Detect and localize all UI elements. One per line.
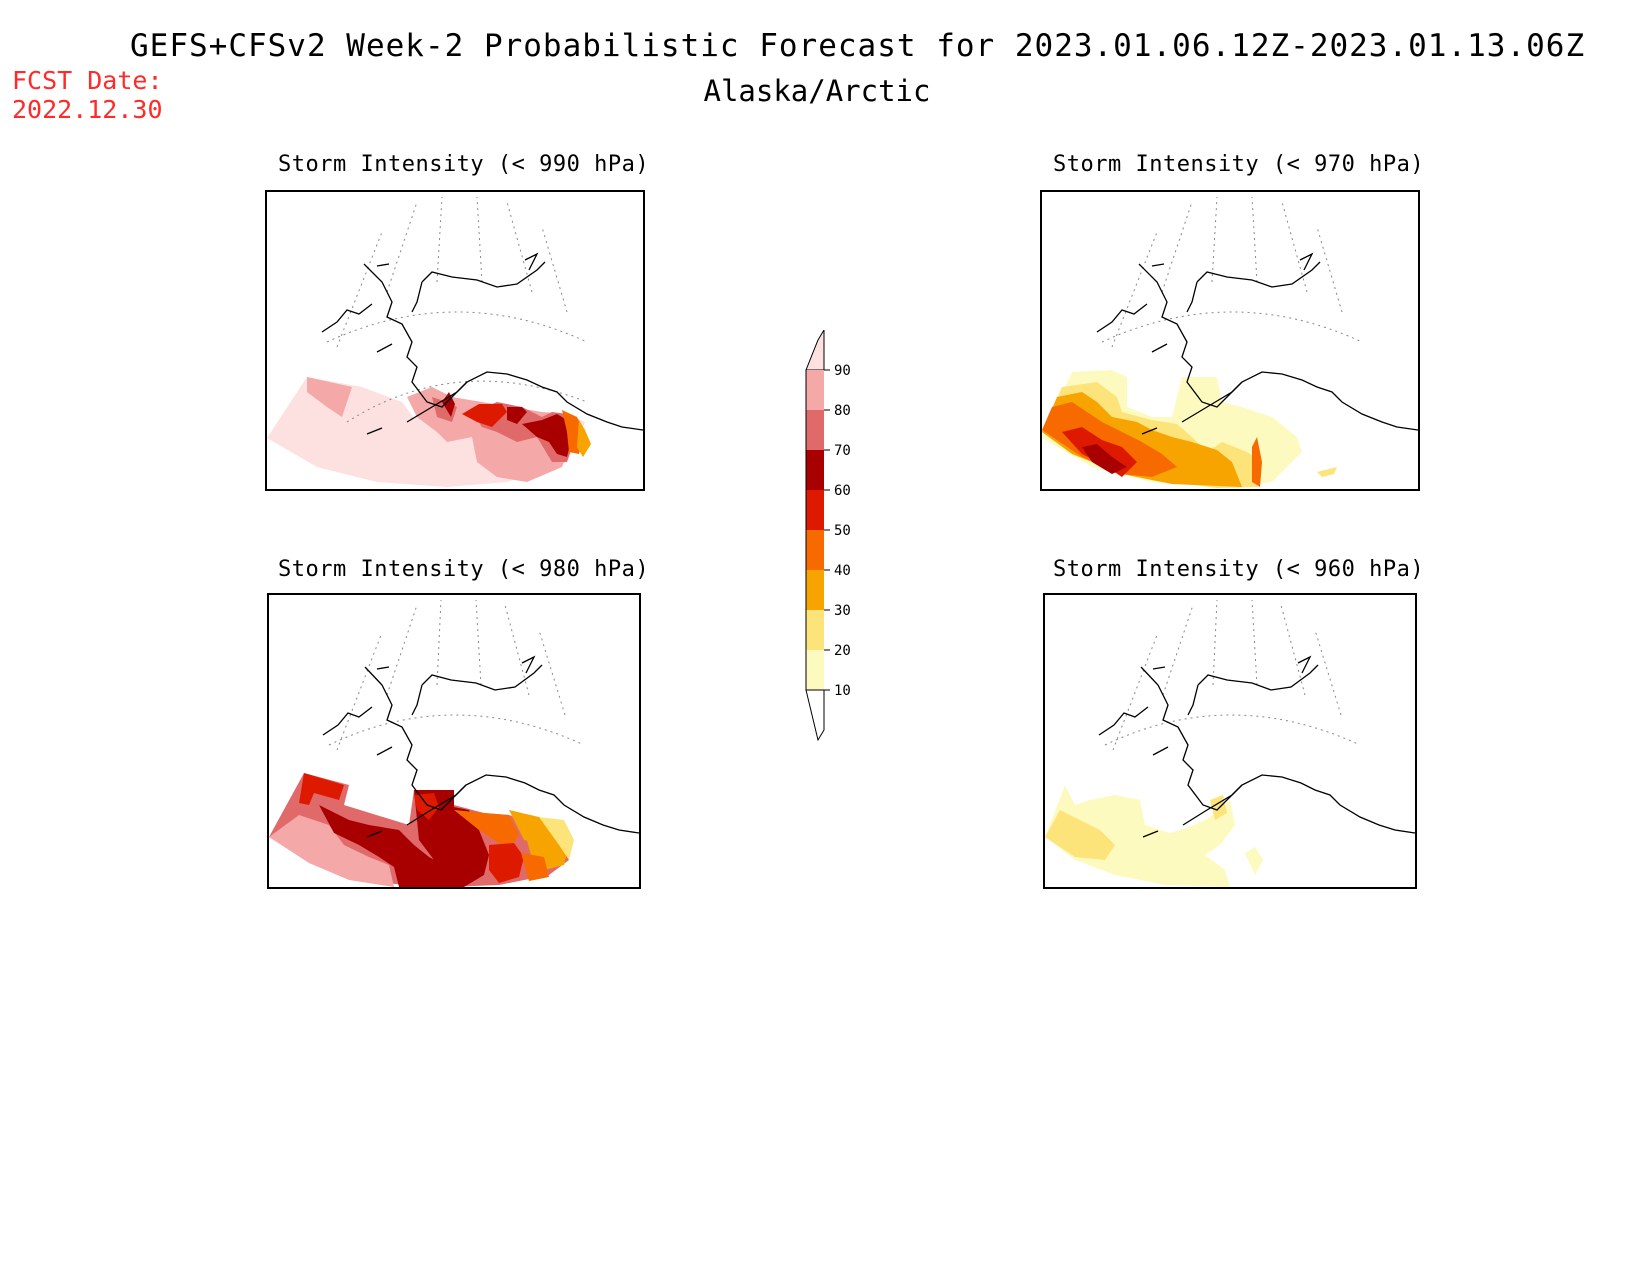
forecast-date-block: FCST Date: 2022.12.30 — [12, 66, 163, 124]
graticule-lines-970 — [1101, 196, 1363, 348]
probability-colorbar: 90 80 70 60 50 40 30 20 10 — [800, 328, 890, 754]
region-subtitle: Alaska/Arctic — [703, 74, 931, 108]
colorbar-label-70: 70 — [834, 443, 851, 459]
probability-fill-960 — [1045, 785, 1263, 887]
coastline-960 — [1098, 655, 1415, 838]
coastline-990 — [321, 252, 643, 435]
coastline-980 — [322, 655, 639, 838]
map-panel-980 — [267, 593, 641, 889]
colorbar-label-50: 50 — [834, 523, 851, 539]
colorbar-bin-above90 — [805, 328, 825, 371]
colorbar-label-80: 80 — [834, 403, 851, 419]
colorbar-label-20: 20 — [834, 643, 851, 659]
probability-fill-980 — [269, 773, 574, 887]
colorbar-bin-10 — [806, 650, 824, 690]
forecast-date-label: FCST Date: — [12, 66, 163, 95]
colorbar-label-40: 40 — [834, 563, 851, 579]
colorbar-bin-50 — [806, 490, 824, 530]
panel-title-960: Storm Intensity (< 960 hPa) — [1053, 557, 1425, 582]
graticule-lines-960 — [1104, 599, 1361, 751]
colorbar-bin-below10 — [805, 689, 825, 742]
colorbar-bin-40 — [806, 530, 824, 570]
probability-fill-970 — [1042, 370, 1337, 488]
graticule-lines-980 — [328, 599, 585, 751]
panel-title-970: Storm Intensity (< 970 hPa) — [1053, 152, 1425, 177]
colorbar-bin-70 — [806, 410, 824, 450]
forecast-date-value: 2022.12.30 — [12, 95, 163, 124]
map-panel-990 — [265, 190, 645, 491]
colorbar-label-30: 30 — [834, 603, 851, 619]
panel-title-980: Storm Intensity (< 980 hPa) — [278, 557, 650, 582]
map-panel-960 — [1043, 593, 1417, 889]
colorbar-bin-60 — [806, 450, 824, 490]
panel-title-990: Storm Intensity (< 990 hPa) — [278, 152, 650, 177]
map-title: GEFS+CFSv2 Week-2 Probabilistic Forecast… — [130, 28, 1586, 64]
colorbar-label-90: 90 — [834, 363, 851, 379]
probability-fill-990 — [267, 377, 591, 487]
coastline-970 — [1096, 252, 1418, 435]
map-panel-970 — [1040, 190, 1420, 491]
colorbar-bin-20 — [806, 610, 824, 650]
colorbar-bin-80 — [806, 370, 824, 410]
colorbar-bin-30 — [806, 570, 824, 610]
colorbar-label-10: 10 — [834, 683, 851, 699]
colorbar-label-60: 60 — [834, 483, 851, 499]
graticule-lines-990 — [326, 196, 588, 423]
